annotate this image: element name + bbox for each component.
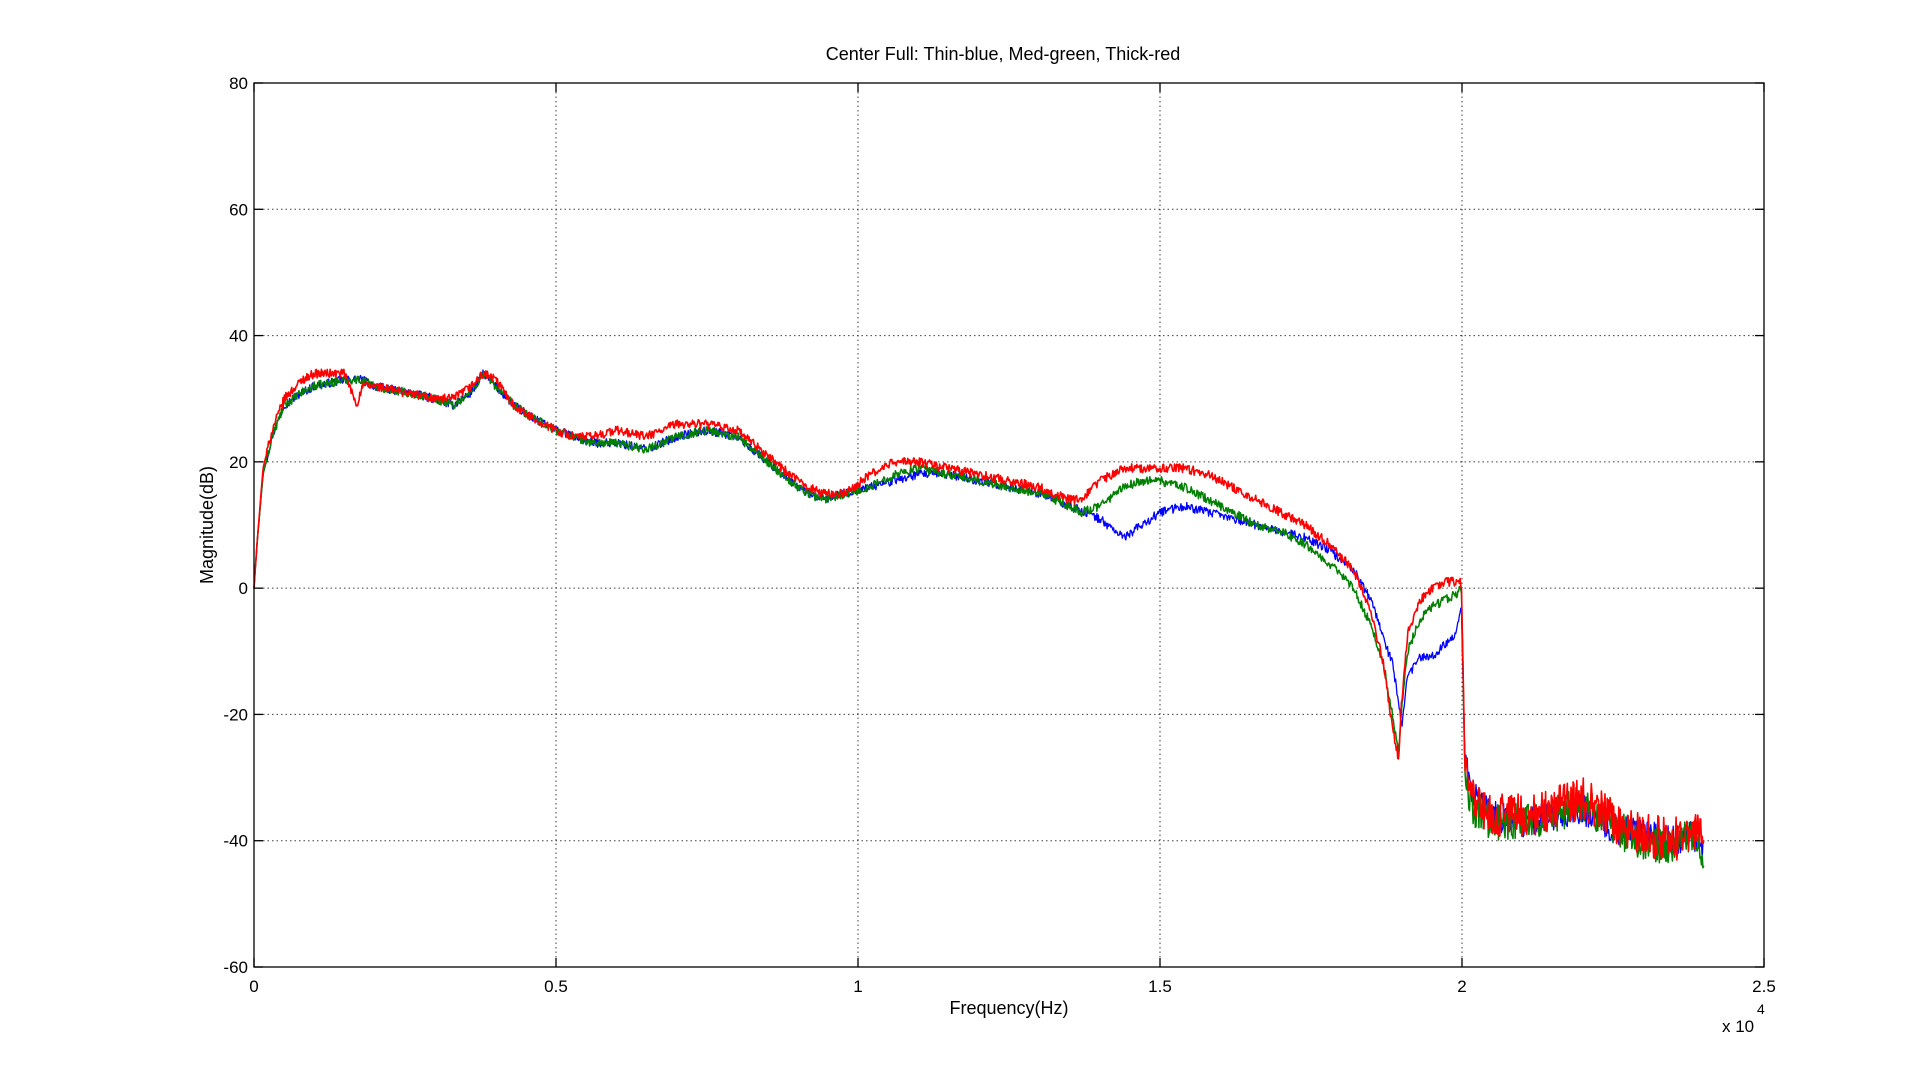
axis-ticks [253, 82, 1765, 968]
x-tick-labels: 0 0.5 1 1.5 2 2.5 [249, 977, 1776, 996]
x-tick-label: 0 [249, 977, 258, 996]
y-axis-label: Magnitude(dB) [197, 466, 217, 584]
x-tick-label: 0.5 [544, 977, 568, 996]
y-tick-label: 20 [229, 453, 248, 472]
x-tick-label: 2 [1457, 977, 1466, 996]
plot-area: 0 0.5 1 1.5 2 2.5 -60 -40 -20 0 20 40 60 80 [223, 74, 1775, 996]
plot-background [254, 83, 1764, 967]
y-tick-labels: -60 -40 -20 0 20 40 60 80 [223, 74, 248, 977]
plot-frame [253, 82, 1765, 968]
chart-title: Center Full: Thin-blue, Med-green, Thick… [826, 44, 1181, 64]
series-line [253, 368, 1705, 861]
x-exponent-power: 4 [1757, 1001, 1765, 1017]
x-axis-label: Frequency(Hz) [949, 998, 1068, 1018]
x-tick-label: 2.5 [1752, 977, 1776, 996]
y-tick-label: 80 [229, 74, 248, 93]
y-tick-label: 40 [229, 327, 248, 346]
x-grid [555, 83, 1463, 967]
x-tick-label: 1.5 [1148, 977, 1172, 996]
x-exponent-base: x 10 [1722, 1017, 1754, 1036]
x-tick-label: 1 [853, 977, 862, 996]
y-tick-label: -20 [223, 705, 248, 724]
y-tick-label: 60 [229, 200, 248, 219]
y-tick-label: -60 [223, 958, 248, 977]
y-tick-label: -40 [223, 832, 248, 851]
y-tick-label: 0 [239, 579, 248, 598]
series-lines [253, 368, 1705, 869]
